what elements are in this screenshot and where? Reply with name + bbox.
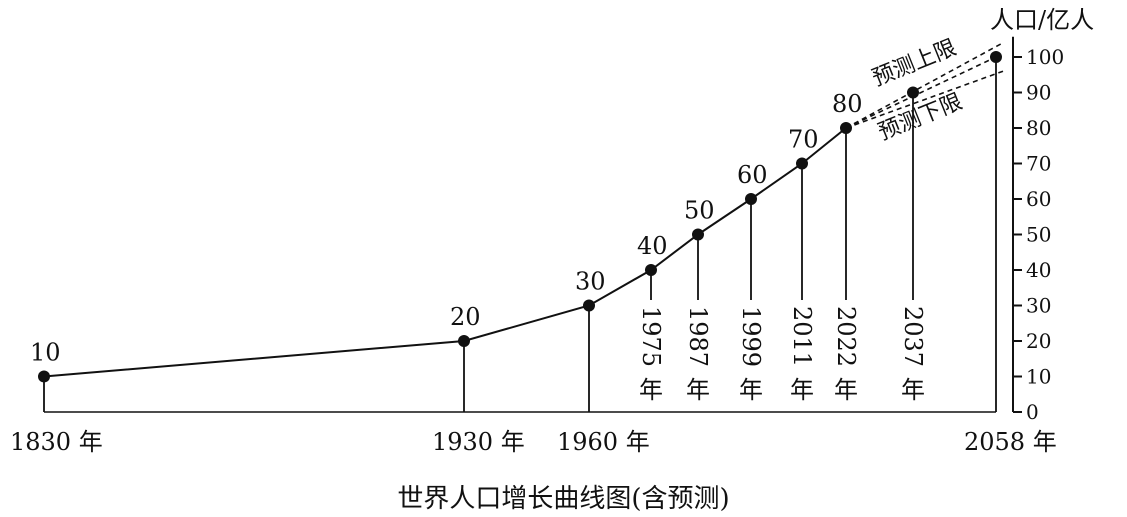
data-points (38, 51, 1002, 383)
year-label-2022: 2022 (832, 306, 860, 367)
year-label-2037: 2037 (899, 306, 927, 367)
point-2058 (990, 51, 1002, 63)
point-1960 (583, 299, 595, 312)
population-line (43, 127, 847, 378)
y-axis-label: 人口/亿人 (990, 6, 1094, 34)
value-label-1975: 40 (637, 232, 668, 260)
year-label-unit-2011: 年 (790, 376, 814, 404)
value-label-2022: 80 (832, 90, 863, 118)
value-label-1930: 20 (450, 303, 481, 331)
population-curve (43, 127, 847, 378)
y-tick-label: 80 (1026, 116, 1051, 140)
value-label-1987: 50 (684, 197, 715, 225)
year-label-1830: 1830 年 (10, 428, 103, 456)
point-1930 (458, 335, 470, 347)
year-label-1999: 1999 (737, 306, 765, 367)
projection-lower-label: 预测下限 (875, 89, 966, 145)
year-label-unit-2037: 年 (901, 376, 925, 404)
point-2022 (840, 122, 852, 134)
year-label-1975: 1975 (637, 306, 665, 367)
year-stems (43, 57, 997, 413)
point-1987 (692, 228, 704, 241)
y-tick-label: 40 (1026, 258, 1051, 282)
value-label-1830: 10 (30, 339, 61, 367)
point-2011 (796, 157, 808, 170)
point-1999 (745, 193, 757, 205)
projection-upper-label: 预测上限 (869, 35, 960, 91)
y-tick-label: 30 (1026, 294, 1051, 318)
projection-lines (845, 42, 1004, 129)
projection-lower-line (845, 70, 1004, 129)
y-tick-label: 60 (1026, 187, 1051, 211)
y-tick-label: 70 (1026, 152, 1051, 176)
projection-mid-line (845, 56, 997, 129)
year-label-1987: 1987 (684, 306, 712, 367)
point-1830 (38, 370, 50, 383)
projection-upper-line (845, 42, 1004, 129)
value-label-2011: 70 (788, 126, 819, 154)
year-label-1960: 1960 年 (557, 428, 650, 456)
y-tick-label: 10 (1026, 365, 1051, 389)
point-2037 (907, 86, 919, 99)
year-label-2011: 2011 (788, 306, 816, 367)
value-label-1999: 60 (737, 161, 768, 189)
y-tick-label: 0 (1026, 400, 1039, 424)
y-tick-label: 90 (1026, 81, 1051, 105)
point-1975 (645, 264, 657, 276)
y-tick-label: 50 (1026, 223, 1051, 247)
year-label-unit-1987: 年 (686, 376, 710, 404)
year-label-unit-1999: 年 (739, 376, 763, 404)
chart-title: 世界人口增长曲线图(含预测) (397, 484, 730, 514)
year-label-2058: 2058 年 (964, 428, 1057, 456)
year-label-unit-1975: 年 (639, 376, 663, 404)
y-tick-label: 100 (1026, 45, 1064, 69)
year-label-1930: 1930 年 (432, 428, 525, 456)
value-label-1960: 30 (575, 268, 606, 296)
y-tick-label: 20 (1026, 329, 1051, 353)
y-axis: 0 10 20 30 40 50 60 70 80 90 100 人口/亿人 (990, 6, 1094, 424)
year-label-unit-2022: 年 (834, 376, 858, 404)
